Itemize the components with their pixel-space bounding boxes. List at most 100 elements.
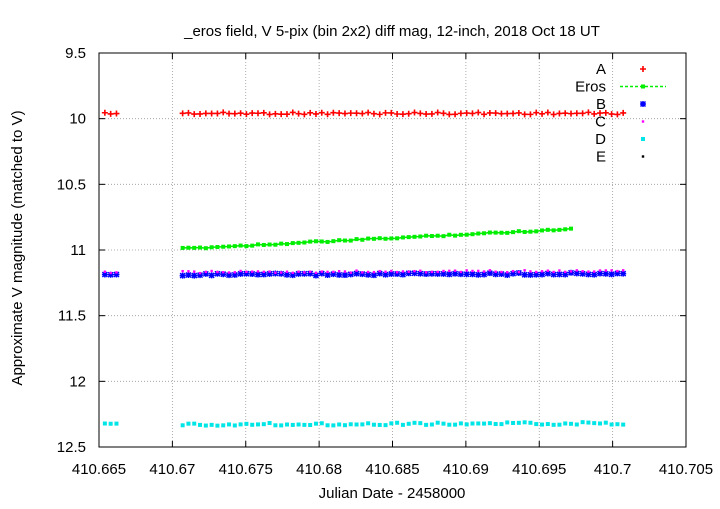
data-point [232, 244, 237, 249]
data-point [313, 421, 318, 426]
data-point [337, 269, 341, 273]
data-point [591, 271, 598, 278]
data-point [371, 422, 376, 427]
data-point [250, 243, 255, 248]
data-point [256, 422, 261, 427]
data-point [394, 111, 401, 118]
data-point [562, 271, 569, 278]
data-point [180, 423, 185, 428]
data-point [412, 420, 417, 425]
data-point [318, 270, 325, 277]
data-point [383, 236, 388, 241]
data-point [382, 109, 389, 116]
data-point [510, 110, 517, 117]
series-b [101, 269, 627, 279]
data-point [202, 110, 209, 117]
data-point [214, 110, 221, 117]
data-point [185, 271, 192, 279]
data-point [283, 111, 290, 118]
data-point [279, 241, 284, 246]
data-point [209, 245, 214, 250]
data-point [405, 110, 412, 117]
data-point [198, 245, 203, 250]
data-point [193, 270, 196, 273]
data-point [569, 270, 573, 273]
data-point [597, 110, 604, 117]
data-point [365, 271, 372, 278]
data-point [243, 270, 250, 277]
chart-title: _eros field, V 5-pix (bin 2x2) diff mag,… [183, 23, 600, 40]
data-point [511, 269, 515, 273]
data-point [523, 269, 526, 272]
data-point [399, 111, 406, 118]
data-point [471, 269, 474, 273]
data-point [493, 422, 498, 427]
data-point [366, 236, 371, 241]
data-point [273, 242, 278, 247]
data-point [511, 420, 516, 425]
data-point [534, 422, 539, 427]
data-point [596, 270, 604, 277]
data-point [446, 271, 453, 278]
data-point [441, 421, 446, 426]
data-point [290, 241, 295, 246]
x-tick-label: 410.705 [659, 461, 713, 478]
data-point [400, 235, 405, 240]
data-point [557, 227, 562, 232]
data-point [563, 421, 568, 426]
data-point [254, 271, 262, 278]
data-point [447, 232, 452, 237]
data-point [244, 244, 249, 249]
data-point [470, 232, 475, 237]
data-point [614, 270, 621, 277]
data-point [394, 270, 401, 277]
data-point [221, 244, 226, 249]
data-point [222, 270, 225, 274]
data-point [261, 422, 266, 427]
data-point [587, 270, 590, 273]
data-point [342, 238, 347, 243]
data-point [395, 236, 400, 241]
data-point [475, 271, 482, 278]
axis-ticks: 410.665 410.67 410.675 410.68 410.685 410.69 4… [57, 45, 713, 478]
data-point [447, 422, 452, 427]
data-point [273, 423, 278, 428]
y-tick-label: 10.5 [57, 176, 86, 193]
data-point [372, 270, 376, 274]
data-point [575, 269, 579, 272]
legend-label: B [596, 96, 606, 113]
data-point [406, 235, 411, 240]
data-point [401, 270, 405, 273]
data-point [417, 110, 424, 117]
data-point [487, 421, 492, 426]
data-point [400, 422, 405, 427]
data-point [527, 111, 534, 118]
y-axis-label: Approximate V magnitude (matched to V) [9, 110, 26, 385]
data-point [215, 423, 220, 428]
data-point [318, 109, 325, 116]
data-point [361, 271, 364, 274]
data-point [492, 271, 499, 278]
data-point [434, 270, 441, 277]
data-point [504, 271, 511, 279]
data-point [535, 270, 538, 274]
data-point [187, 270, 190, 273]
data-point [506, 271, 509, 274]
data-point [533, 271, 540, 278]
data-point [354, 237, 359, 242]
series-d [102, 420, 626, 428]
data-point [192, 245, 197, 250]
data-point [405, 270, 412, 277]
data-point [377, 422, 382, 427]
legend-item-eros: Eros [575, 79, 666, 96]
data-point [179, 272, 186, 279]
y-tick-label: 12 [69, 373, 86, 390]
data-point [227, 244, 232, 249]
data-point [457, 271, 464, 278]
legend-marker [641, 137, 645, 141]
data-point [417, 270, 424, 277]
data-point [308, 239, 313, 244]
data-point [609, 422, 614, 427]
